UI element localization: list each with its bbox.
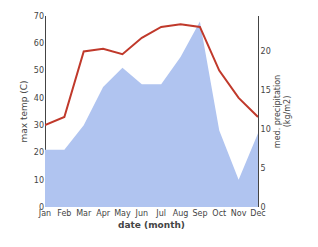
svg-text:5: 5 bbox=[261, 164, 266, 173]
svg-text:70: 70 bbox=[34, 12, 44, 21]
svg-text:Jul: Jul bbox=[155, 209, 166, 218]
svg-text:30: 30 bbox=[34, 121, 44, 130]
svg-text:Apr: Apr bbox=[96, 209, 111, 218]
svg-text:Aug: Aug bbox=[173, 209, 189, 218]
svg-text:Jan: Jan bbox=[38, 209, 51, 218]
svg-text:Dec: Dec bbox=[250, 209, 265, 218]
svg-text:10: 10 bbox=[261, 125, 271, 134]
svg-text:max temp (C): max temp (C) bbox=[19, 80, 29, 142]
svg-text:Feb: Feb bbox=[57, 209, 71, 218]
svg-text:10: 10 bbox=[34, 176, 44, 185]
svg-text:20: 20 bbox=[261, 47, 271, 56]
svg-text:med. precipitation(kg/m2): med. precipitation(kg/m2) bbox=[273, 75, 292, 148]
svg-text:15: 15 bbox=[261, 86, 271, 95]
svg-text:Oct: Oct bbox=[212, 209, 226, 218]
svg-text:Mar: Mar bbox=[76, 209, 92, 218]
svg-text:Sep: Sep bbox=[192, 209, 207, 218]
svg-text:0: 0 bbox=[39, 203, 44, 212]
svg-text:20: 20 bbox=[34, 148, 44, 157]
svg-text:Jun: Jun bbox=[135, 209, 149, 218]
svg-text:0: 0 bbox=[261, 203, 266, 212]
svg-text:40: 40 bbox=[34, 94, 44, 103]
svg-text:May: May bbox=[114, 209, 131, 218]
svg-text:date (month): date (month) bbox=[118, 220, 185, 230]
svg-text:50: 50 bbox=[34, 66, 44, 75]
svg-text:Nov: Nov bbox=[231, 209, 247, 218]
svg-text:60: 60 bbox=[34, 39, 44, 48]
